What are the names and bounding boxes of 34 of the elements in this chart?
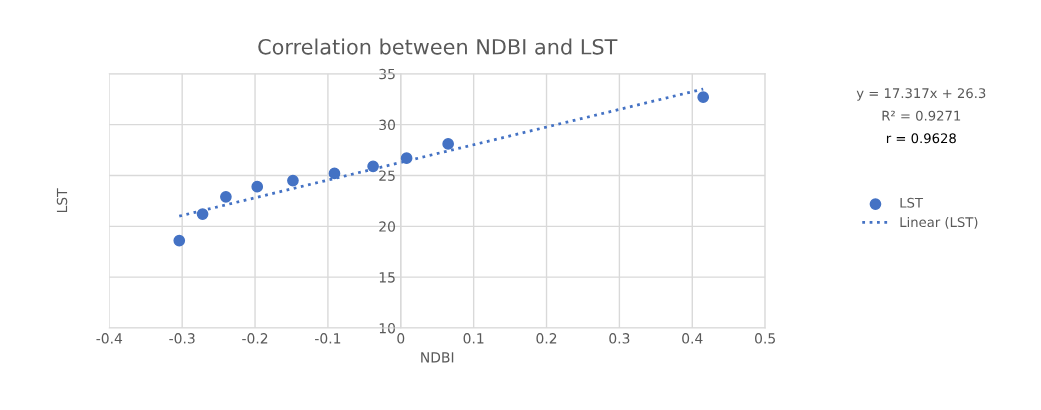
point [697, 91, 710, 104]
legend-label: LST [900, 197, 924, 208]
x-tick-label: -0.1 [315, 333, 341, 344]
point [196, 208, 209, 220]
y-tick-label: 15 [379, 272, 395, 283]
point [367, 160, 379, 173]
legend-label: Linear (LST) [900, 216, 978, 229]
y-tick-label: 30 [379, 119, 395, 131]
x-tick-label: 0 [397, 333, 405, 344]
point [173, 234, 186, 247]
point [442, 138, 454, 150]
x-axis-title: NDBI [421, 352, 454, 363]
text: y = 17.317x + 26.3 [856, 88, 986, 101]
x-tick-label: 0.1 [463, 333, 484, 344]
y-tick-label: 10 [379, 322, 395, 334]
point [251, 180, 264, 193]
y-tick-label: 35 [379, 68, 395, 80]
point [220, 190, 232, 203]
chart-title: Correlation between NDBI and LST [258, 38, 618, 55]
x-tick-label: -0.3 [169, 333, 195, 344]
y-tick-label: 25 [379, 170, 395, 181]
y-tick-label: 20 [379, 221, 395, 232]
x-tick-label: -0.2 [242, 333, 268, 344]
x-tick-label: 0.5 [755, 333, 775, 344]
point [287, 174, 299, 187]
y-axis-title: LST [56, 188, 68, 213]
text: R² = 0.9271 [882, 110, 961, 121]
point [400, 152, 413, 165]
x-tick-label: 0.3 [609, 333, 630, 344]
x-tick-label: -0.4 [96, 333, 123, 344]
text: r = 0.9628 [886, 133, 956, 144]
x-tick-label: 0.2 [536, 333, 557, 344]
x-tick-label: 0.4 [682, 333, 703, 344]
point [328, 167, 341, 180]
